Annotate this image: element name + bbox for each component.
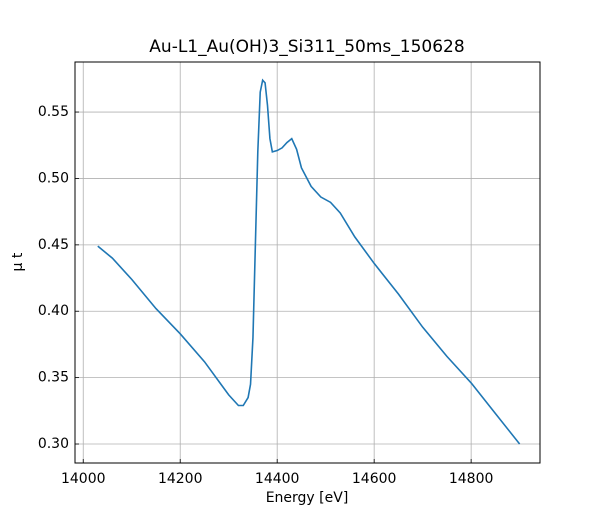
- plot-frame: [74, 61, 541, 464]
- y-tick-label: 0.50: [38, 170, 69, 186]
- y-tick-label: 0.30: [38, 436, 69, 452]
- x-axis-label: Energy [eV]: [266, 490, 349, 506]
- y-tick-label: 0.55: [38, 104, 69, 120]
- y-tick-label: 0.35: [38, 370, 69, 386]
- x-tick-label: 14200: [158, 471, 203, 487]
- x-tick-label: 14000: [61, 471, 106, 487]
- x-tick-label: 14400: [255, 471, 300, 487]
- y-tick-label: 0.40: [38, 303, 69, 319]
- x-tick-label: 14600: [352, 471, 397, 487]
- chart-title: Au-L1_Au(OH)3_Si311_50ms_150628: [149, 37, 464, 57]
- x-tick-label: 14800: [449, 471, 494, 487]
- y-tick-label: 0.45: [38, 237, 69, 253]
- data-line: [97, 78, 521, 445]
- y-axis-label: μ t: [10, 252, 26, 271]
